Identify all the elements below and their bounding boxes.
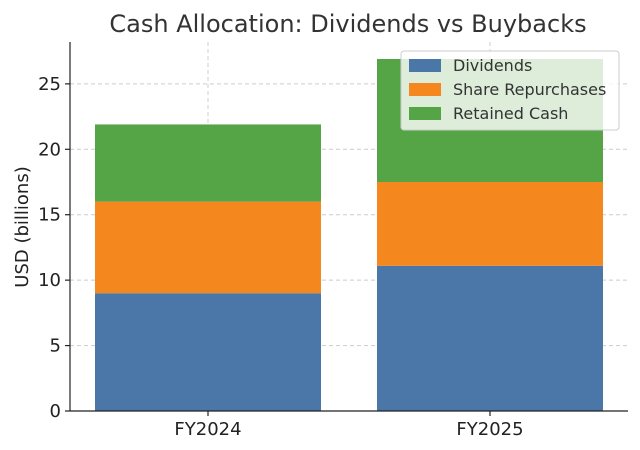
bar-share-repurchases-fy2025 xyxy=(377,182,603,266)
bar-retained-cash-fy2024 xyxy=(95,124,321,202)
legend-swatch xyxy=(409,83,441,96)
legend-label: Share Repurchases xyxy=(453,80,606,99)
legend-label: Dividends xyxy=(453,56,532,75)
y-tick-label: 20 xyxy=(38,139,61,160)
bar-dividends-fy2025 xyxy=(377,265,603,411)
legend: Dividends Share Repurchases Retained Cash xyxy=(400,50,620,131)
y-tick-label: 10 xyxy=(38,270,61,291)
x-tick-label: FY2024 xyxy=(174,419,241,440)
x-tick-label: FY2025 xyxy=(456,419,523,440)
legend-label: Retained Cash xyxy=(453,104,568,123)
ticks: 0 5 10 15 20 25 FY2024 FY2025 xyxy=(38,74,523,440)
legend-swatch xyxy=(409,59,441,72)
y-axis-label: USD (billions) xyxy=(12,166,33,287)
y-tick-label: 25 xyxy=(38,74,61,95)
y-tick-label: 15 xyxy=(38,205,61,226)
y-tick-label: 5 xyxy=(50,336,61,357)
y-tick-label: 0 xyxy=(50,401,61,422)
bar-share-repurchases-fy2024 xyxy=(95,201,321,294)
legend-box xyxy=(400,50,620,131)
axes xyxy=(69,42,628,412)
bar-dividends-fy2024 xyxy=(95,293,321,411)
bars xyxy=(95,59,603,411)
legend-swatch xyxy=(409,107,441,120)
chart-title: Cash Allocation: Dividends vs Buybacks xyxy=(109,10,586,38)
